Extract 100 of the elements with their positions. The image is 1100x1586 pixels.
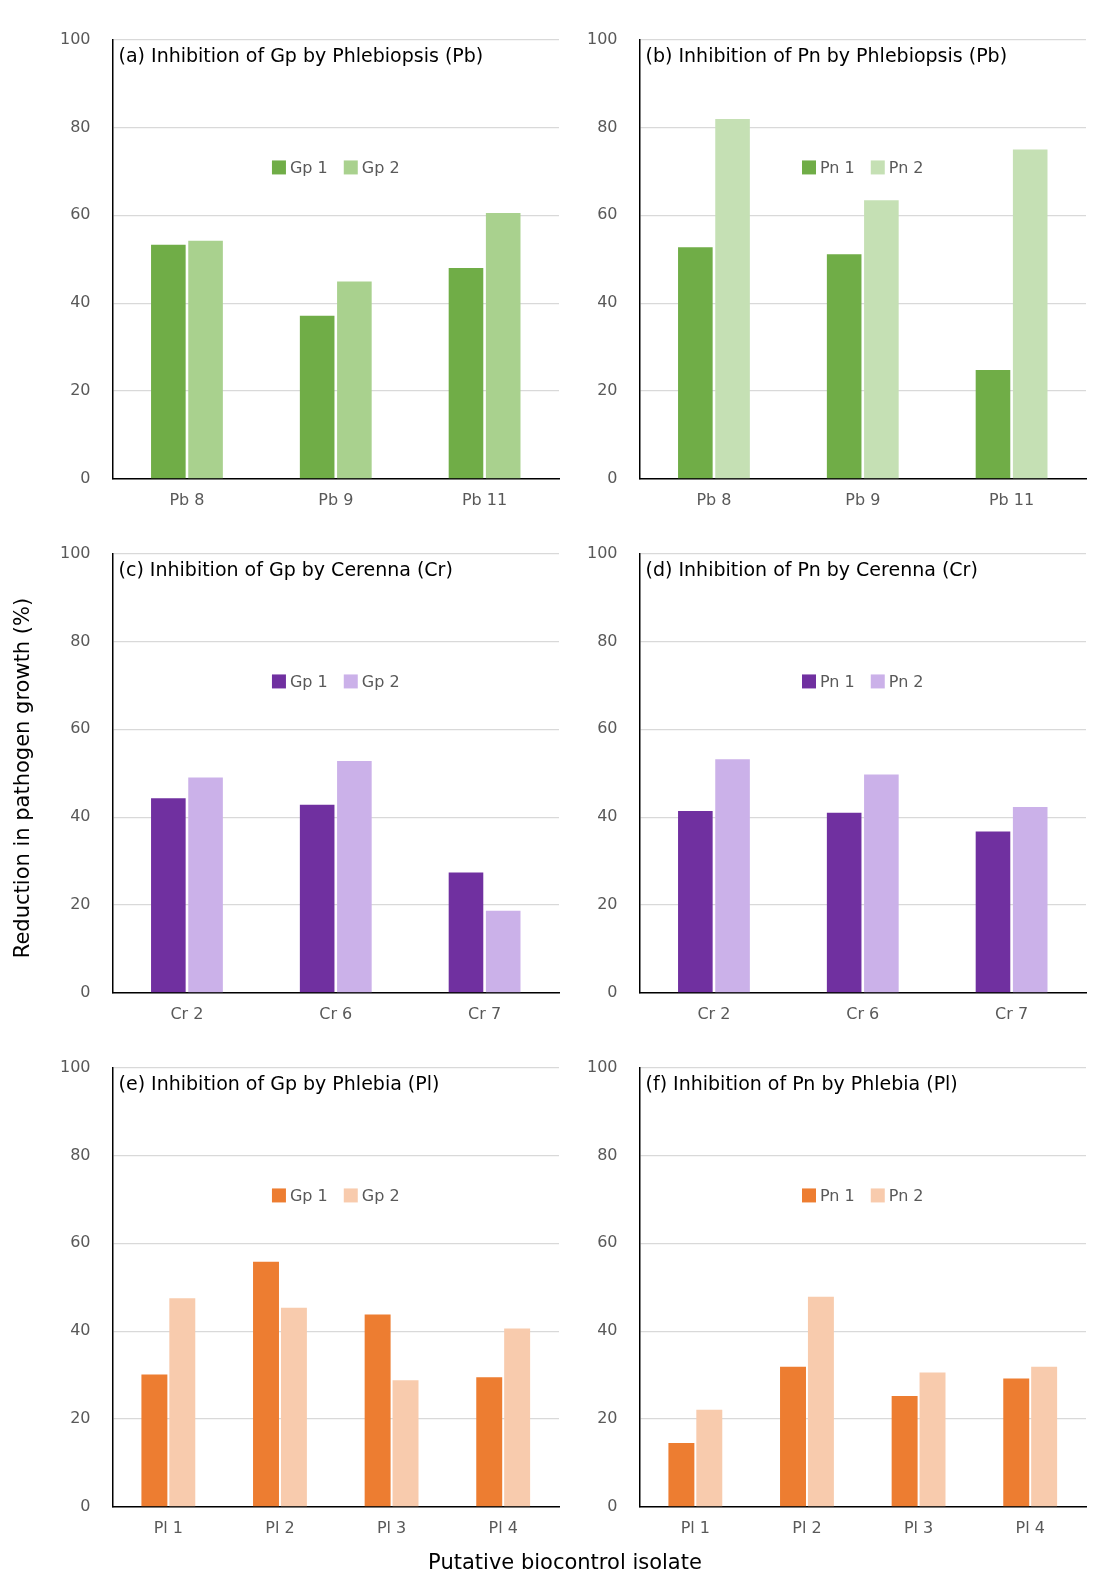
chart-title: (b) Inhibition of Pn by Phlebiopsis (Pb) <box>645 44 1008 67</box>
bar <box>299 315 335 479</box>
bar <box>1012 149 1048 479</box>
y-tick-label: 100 <box>586 28 618 48</box>
y-tick-label: 0 <box>80 467 91 487</box>
bar <box>1003 1378 1030 1507</box>
bar <box>975 831 1011 993</box>
x-tick-label: Pl 3 <box>903 1517 934 1537</box>
bar <box>188 240 223 479</box>
y-tick-label: 0 <box>80 1495 91 1515</box>
y-tick-label: 100 <box>586 1056 618 1076</box>
bar <box>448 267 484 479</box>
bar <box>253 1261 279 1507</box>
bar <box>169 1298 196 1507</box>
y-tick-label: 20 <box>70 894 91 914</box>
x-tick-label: Pl 4 <box>488 1517 518 1537</box>
y-tick-label: 80 <box>70 630 91 650</box>
legend-label: Gp 2 <box>361 157 400 177</box>
chart-title: (f) Inhibition of Pn by Phlebia (Pl) <box>645 1072 958 1095</box>
x-tick-label: Pb 8 <box>169 489 205 509</box>
bar <box>715 759 750 993</box>
legend-label: Gp 2 <box>361 1185 400 1205</box>
chart-title: (d) Inhibition of Pn by Cerenna (Cr) <box>645 558 978 581</box>
legend-label: Gp 1 <box>289 157 328 177</box>
bar <box>476 1377 503 1507</box>
y-tick-label: 20 <box>597 1408 618 1428</box>
bar <box>864 774 899 993</box>
y-tick-label: 0 <box>80 981 91 1001</box>
x-tick-label: Cr 2 <box>697 1003 731 1023</box>
bar <box>280 1307 307 1507</box>
x-tick-label: Pl 4 <box>1015 1517 1045 1537</box>
legend-label: Gp 1 <box>289 671 328 691</box>
y-tick-label: 0 <box>607 467 618 487</box>
x-tick-label: Pl 1 <box>153 1517 184 1537</box>
y-tick-label: 0 <box>607 981 618 1001</box>
x-tick-label: Cr 6 <box>319 1003 353 1023</box>
chart-title: (c) Inhibition of Gp by Cerenna (Cr) <box>118 558 453 581</box>
bar <box>715 119 750 479</box>
chart-title: (a) Inhibition of Gp by Phlebiopsis (Pb) <box>118 44 484 67</box>
bar <box>151 798 186 993</box>
y-tick-label: 20 <box>597 894 618 914</box>
legend-label: Pn 2 <box>888 1185 924 1205</box>
bar <box>337 760 372 993</box>
legend-label: Gp 2 <box>361 671 400 691</box>
bar <box>485 213 521 479</box>
x-tick-label: Pl 2 <box>265 1517 295 1537</box>
bar <box>780 1366 806 1507</box>
bar <box>807 1296 834 1507</box>
y-tick-label: 0 <box>607 1495 618 1515</box>
bar <box>188 777 223 993</box>
legend-label: Pn 1 <box>820 1185 855 1205</box>
bar <box>504 1328 531 1507</box>
x-tick-label: Cr 2 <box>170 1003 204 1023</box>
y-tick-label: 100 <box>59 542 91 562</box>
y-tick-label: 40 <box>597 292 618 312</box>
legend-label: Pn 1 <box>820 671 855 691</box>
bar <box>448 872 484 993</box>
x-tick-label: Cr 7 <box>995 1003 1029 1023</box>
y-tick-label: 40 <box>597 1320 618 1340</box>
x-tick-label: Pb 9 <box>318 489 354 509</box>
y-tick-label: 40 <box>70 806 91 826</box>
chart-title: (e) Inhibition of Gp by Phlebia (Pl) <box>118 1072 440 1095</box>
x-tick-label: Cr 7 <box>468 1003 502 1023</box>
bar <box>678 810 713 993</box>
bar <box>678 247 713 479</box>
bar <box>919 1372 946 1507</box>
y-tick-label: 100 <box>586 542 618 562</box>
y-tick-label: 100 <box>59 1056 91 1076</box>
y-tick-label: 60 <box>597 204 618 224</box>
y-tick-label: 60 <box>70 1232 91 1252</box>
x-axis-title: Putative biocontrol isolate <box>427 1550 703 1574</box>
y-axis-title: Reduction in pathogen growth (%) <box>10 597 34 959</box>
x-tick-label: Pl 3 <box>376 1517 407 1537</box>
y-tick-label: 60 <box>70 718 91 738</box>
bar <box>337 281 372 479</box>
x-tick-label: Pb 8 <box>696 489 732 509</box>
bar <box>485 910 521 993</box>
y-tick-label: 60 <box>597 1232 618 1252</box>
legend-label: Pn 2 <box>888 671 924 691</box>
y-tick-label: 80 <box>597 630 618 650</box>
bar <box>299 804 335 993</box>
y-tick-label: 40 <box>70 1320 91 1340</box>
bar <box>891 1396 918 1507</box>
y-tick-label: 20 <box>70 1408 91 1428</box>
y-tick-label: 40 <box>597 806 618 826</box>
y-tick-label: 80 <box>597 116 618 136</box>
bar <box>668 1443 695 1507</box>
x-tick-label: Pb 11 <box>988 489 1035 509</box>
y-tick-label: 80 <box>70 116 91 136</box>
bar <box>826 254 862 479</box>
y-tick-label: 80 <box>597 1144 618 1164</box>
bar <box>696 1409 723 1507</box>
x-tick-label: Pl 1 <box>680 1517 711 1537</box>
bar <box>392 1380 419 1507</box>
legend-label: Pn 2 <box>888 157 924 177</box>
bar <box>151 244 186 479</box>
y-tick-label: 80 <box>70 1144 91 1164</box>
legend-label: Gp 1 <box>289 1185 328 1205</box>
bar <box>1012 807 1048 993</box>
x-tick-label: Pl 2 <box>792 1517 822 1537</box>
